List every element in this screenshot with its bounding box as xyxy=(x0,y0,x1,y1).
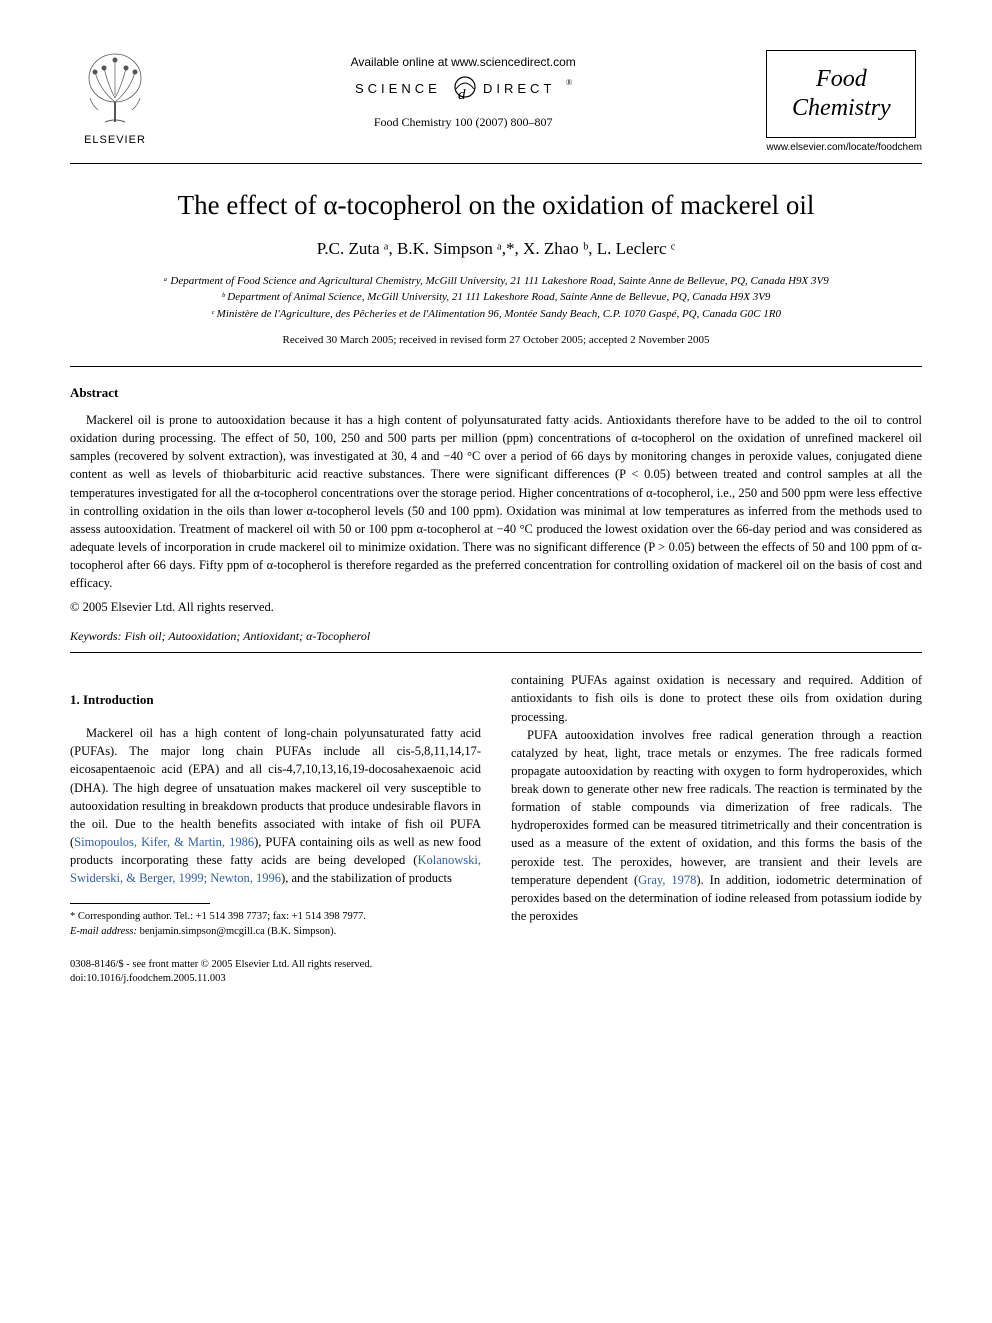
citation-link[interactable]: Gray, 1978 xyxy=(638,873,696,887)
page-header: ELSEVIER Available online at www.science… xyxy=(70,50,922,153)
doi-line: doi:10.1016/j.foodchem.2005.11.003 xyxy=(70,972,481,987)
affiliation-b: ᵇ Department of Animal Science, McGill U… xyxy=(70,289,922,306)
header-center: Available online at www.sciencedirect.co… xyxy=(160,50,766,130)
article-dates: Received 30 March 2005; received in revi… xyxy=(70,334,922,346)
footnote-email-line: E-mail address: benjamin.simpson@mcgill.… xyxy=(70,925,481,940)
svg-text:®: ® xyxy=(566,78,572,87)
elsevier-tree-icon xyxy=(80,50,150,130)
section-heading-intro: 1. Introduction xyxy=(70,691,481,710)
intro-paragraph-2: PUFA autooxidation involves free radical… xyxy=(511,726,922,925)
divider xyxy=(70,652,922,653)
front-matter-line: 0308-8146/$ - see front matter © 2005 El… xyxy=(70,958,481,973)
available-online-text: Available online at www.sciencedirect.co… xyxy=(160,55,766,69)
elsevier-logo: ELSEVIER xyxy=(70,50,160,146)
footnote-tel-fax: * Corresponding author. Tel.: +1 514 398… xyxy=(70,910,481,925)
journal-title-box: Food Chemistry xyxy=(766,50,916,138)
header-right: Food Chemistry www.elsevier.com/locate/f… xyxy=(766,50,922,153)
keywords-label: Keywords: xyxy=(70,629,122,643)
keywords-line: Keywords: Fish oil; Autooxidation; Antio… xyxy=(70,629,922,644)
sciencedirect-logo: SCIENCE d DIRECT ® xyxy=(160,75,766,105)
affiliation-c: ᶜ Ministère de l'Agriculture, des Pêcher… xyxy=(70,306,922,323)
footer-info: 0308-8146/$ - see front matter © 2005 El… xyxy=(70,958,481,987)
body-columns: 1. Introduction Mackerel oil has a high … xyxy=(70,671,922,987)
citation-link[interactable]: Simopoulos, Kifer, & Martin, 1986 xyxy=(74,835,254,849)
email-label: E-mail address: xyxy=(70,926,137,937)
journal-url: www.elsevier.com/locate/foodchem xyxy=(766,142,922,153)
intro-paragraph-1: Mackerel oil has a high content of long-… xyxy=(70,724,481,887)
corresponding-author-footnote: * Corresponding author. Tel.: +1 514 398… xyxy=(70,910,481,939)
svg-text:d: d xyxy=(458,87,466,101)
svg-text:DIRECT: DIRECT xyxy=(483,81,555,96)
journal-reference: Food Chemistry 100 (2007) 800–807 xyxy=(160,115,766,130)
journal-name-line2: Chemistry xyxy=(785,94,897,123)
abstract-heading: Abstract xyxy=(70,385,922,401)
elsevier-name: ELSEVIER xyxy=(70,134,160,146)
authors-list: P.C. Zuta ᵃ, B.K. Simpson ᵃ,*, X. Zhao ᵇ… xyxy=(70,239,922,259)
intro-paragraph-1-cont: containing PUFAs against oxidation is ne… xyxy=(511,671,922,725)
affiliations: ᵃ Department of Food Science and Agricul… xyxy=(70,273,922,323)
svg-text:SCIENCE: SCIENCE xyxy=(355,81,441,96)
footnote-separator xyxy=(70,903,210,904)
divider xyxy=(70,366,922,367)
journal-name-line1: Food xyxy=(785,65,897,94)
email-address: benjamin.simpson@mcgill.ca (B.K. Simpson… xyxy=(137,926,336,937)
copyright-line: © 2005 Elsevier Ltd. All rights reserved… xyxy=(70,600,922,615)
abstract-text: Mackerel oil is prone to autooxidation b… xyxy=(70,411,922,592)
divider xyxy=(70,163,922,164)
article-title: The effect of α-tocopherol on the oxidat… xyxy=(70,190,922,221)
affiliation-a: ᵃ Department of Food Science and Agricul… xyxy=(70,273,922,290)
keywords-values: Fish oil; Autooxidation; Antioxidant; α-… xyxy=(122,629,371,643)
